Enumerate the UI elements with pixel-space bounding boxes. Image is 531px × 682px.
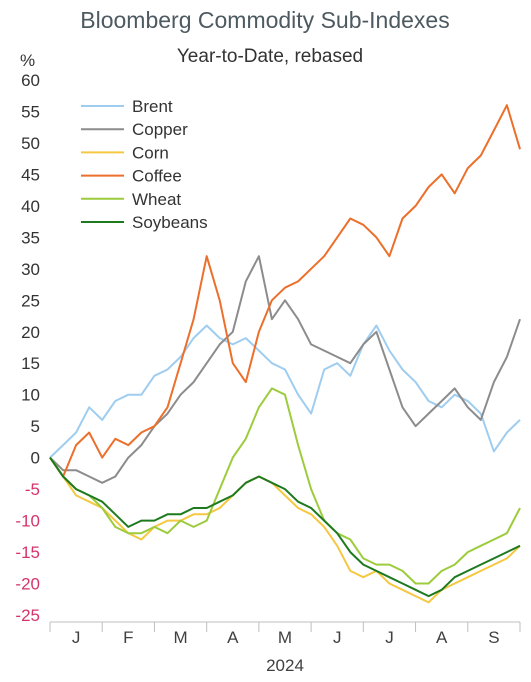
y-tick-label: 60 [21, 71, 40, 90]
y-axis-unit: % [20, 51, 35, 70]
y-tick-label: -10 [15, 512, 40, 531]
y-tick-label: 45 [21, 165, 40, 184]
x-tick-label: A [436, 628, 448, 647]
y-tick-label: 15 [21, 354, 40, 373]
y-tick-label: -20 [15, 575, 40, 594]
x-axis-label: 2024 [266, 656, 304, 675]
y-tick-label: -5 [25, 480, 40, 499]
y-tick-label: 55 [21, 102, 40, 121]
x-tick-label: M [278, 628, 292, 647]
y-tick-label: 50 [21, 134, 40, 153]
y-tick-label: -25 [15, 606, 40, 625]
chart-title: Bloomberg Commodity Sub-Indexes [80, 7, 449, 33]
series-line-coffee [49, 104, 521, 478]
y-tick-label: 10 [21, 386, 40, 405]
y-tick-label: 25 [21, 291, 40, 310]
x-tick-label: A [227, 628, 239, 647]
legend-label: Brent [132, 97, 173, 116]
legend-label: Corn [132, 143, 169, 162]
y-tick-label: 35 [21, 228, 40, 247]
x-tick-label: J [72, 628, 81, 647]
y-tick-label: -15 [15, 543, 40, 562]
y-tick-label: 5 [31, 417, 40, 436]
x-tick-label: J [333, 628, 342, 647]
x-tick-label: S [488, 628, 499, 647]
series-line-soybeans [49, 457, 521, 598]
series-line-wheat [49, 387, 521, 585]
y-tick-label: 40 [21, 197, 40, 216]
x-tick-label: F [123, 628, 133, 647]
series-line-copper [49, 255, 521, 484]
chart-subtitle: Year-to-Date, rebased [177, 46, 363, 67]
legend: Brent Copper Corn Coffee Wheat Soybeans [81, 97, 208, 232]
x-tick-label: M [173, 628, 187, 647]
y-tick-label: 0 [31, 449, 40, 468]
legend-label: Coffee [132, 167, 182, 186]
y-tick-label: 20 [21, 323, 40, 342]
legend-label: Wheat [132, 190, 181, 209]
plot-area [49, 104, 521, 604]
legend-label: Soybeans [132, 213, 208, 232]
y-tick-label: 30 [21, 260, 40, 279]
series-line-brent [49, 324, 521, 459]
legend-label: Copper [132, 120, 188, 139]
x-tick-label: J [385, 628, 394, 647]
